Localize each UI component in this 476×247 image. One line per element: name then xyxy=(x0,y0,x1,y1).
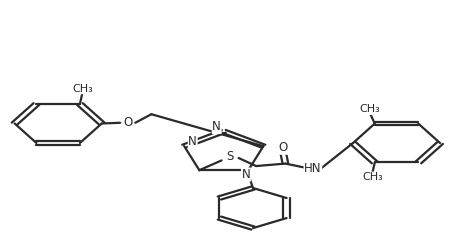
Text: O: O xyxy=(123,116,132,129)
Text: O: O xyxy=(278,141,288,154)
Text: N: N xyxy=(212,121,221,133)
Text: HN: HN xyxy=(304,162,322,175)
Text: CH₃: CH₃ xyxy=(72,84,93,94)
Text: N: N xyxy=(241,168,250,181)
Text: CH₃: CH₃ xyxy=(360,104,380,114)
Text: CH₃: CH₃ xyxy=(362,172,383,182)
Text: S: S xyxy=(227,150,234,163)
Text: N: N xyxy=(188,135,197,148)
